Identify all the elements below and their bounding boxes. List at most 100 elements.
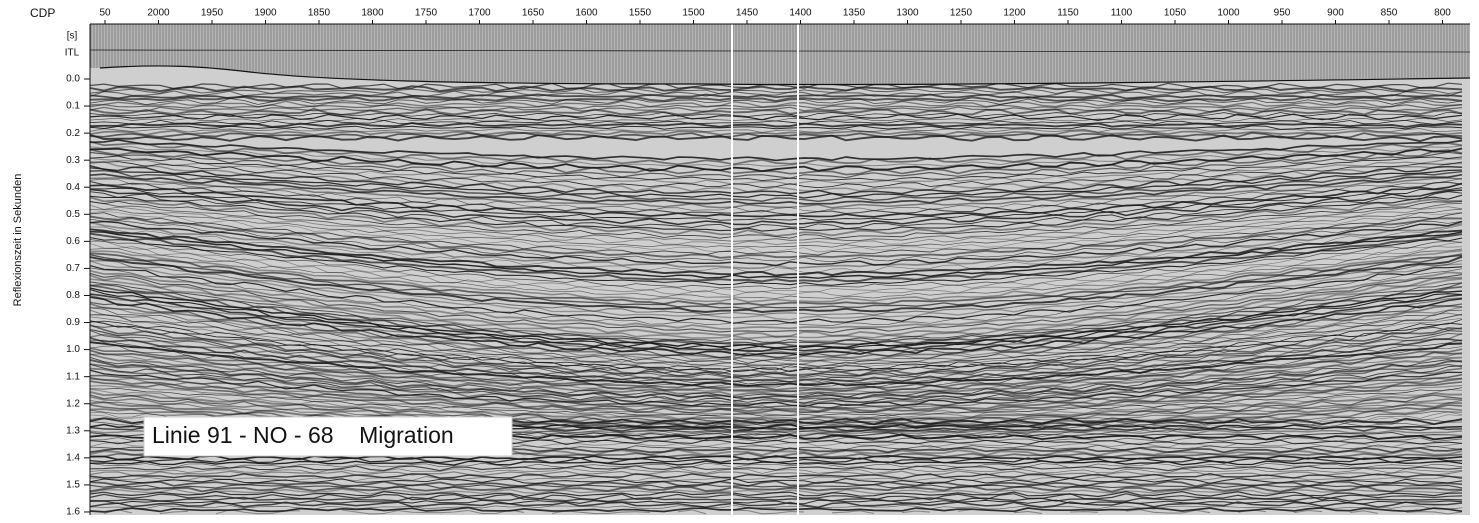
reflector: [89, 493, 1463, 501]
reflector: [89, 161, 1463, 189]
reflector: [89, 363, 1463, 404]
x-tick-label: 950: [1274, 8, 1291, 19]
reflector: [89, 122, 1463, 128]
x-tick-label: 1400: [789, 8, 812, 19]
reflector: [89, 380, 1463, 414]
reflector: [89, 224, 1463, 273]
x-tick-label: 1750: [415, 8, 438, 19]
reflector: [89, 220, 1463, 267]
y-ticks: 0.0 0.1 0.2 0.3 0.4 0.5 0.6 0.7 0.8 0.9 1.0 1.1 1.2 1…: [66, 74, 90, 518]
reflector: [89, 133, 1463, 143]
reflector: [89, 388, 1463, 421]
reflector: [89, 303, 1463, 360]
x-tick-label: 1100: [1111, 8, 1133, 19]
reflector: [89, 169, 1463, 203]
reflector: [89, 278, 1463, 340]
reflector: [89, 248, 1463, 299]
reflector: [89, 180, 1463, 215]
reflector: [89, 328, 1463, 378]
reflector: [89, 182, 1463, 218]
reflector: [89, 356, 1463, 398]
reflector: [89, 484, 1463, 489]
reflector: [89, 301, 1463, 359]
reflector: [89, 113, 1463, 122]
reflector: [89, 187, 1463, 221]
reflector: [89, 212, 1463, 256]
y-tick-label: 1.2: [66, 398, 80, 409]
reflector: [89, 107, 1463, 116]
y-tick-label: 0.0: [66, 74, 80, 85]
reflector: [89, 255, 1463, 313]
reflector: [89, 506, 1463, 513]
reflector: [89, 504, 1463, 510]
reflector: [89, 260, 1463, 321]
reflector: [89, 243, 1463, 297]
reflector: [89, 167, 1463, 199]
reflector: [89, 274, 1463, 339]
reflector: [89, 293, 1463, 352]
reflector: [89, 151, 1463, 179]
reflector: [89, 313, 1463, 367]
reflector: [89, 93, 1463, 100]
reflector: [89, 218, 1463, 263]
y-tick-label: 1.4: [66, 452, 80, 463]
reflector: [89, 404, 1463, 431]
reflector: [89, 265, 1463, 324]
reflector: [90, 454, 1463, 461]
reflector: [89, 330, 1463, 379]
reflector: [89, 391, 1463, 422]
reflector: [89, 191, 1463, 230]
reflector: [89, 194, 1463, 232]
reflector: [89, 259, 1463, 316]
reflector: [89, 316, 1463, 368]
reflector: [89, 173, 1463, 205]
x-tick-label: 1950: [201, 8, 224, 19]
reflector: [89, 470, 1463, 477]
reflector: [90, 475, 1463, 482]
reflector: [89, 496, 1463, 503]
x-tick-label: 1550: [629, 8, 652, 19]
caption: Linie 91 - NO - 68 Migration: [152, 422, 454, 448]
reflector: [89, 374, 1463, 409]
reflector: [89, 215, 1463, 259]
reflector: [89, 369, 1463, 408]
reflector: [89, 478, 1463, 485]
reflector: [89, 296, 1463, 357]
reflector: [89, 480, 1463, 488]
y-tick-label: 1.5: [66, 480, 80, 491]
reflector: [89, 363, 1463, 403]
reflector: [89, 239, 1463, 290]
reflector: [89, 103, 1463, 110]
caption-box: [143, 416, 513, 457]
reflector: [89, 399, 1463, 427]
reflector: [89, 358, 1463, 401]
y-tick-label: 0.4: [66, 182, 80, 193]
reflector: [89, 95, 1463, 103]
y-tick-label: 0.3: [66, 155, 80, 166]
x-tick-label: 800: [1434, 8, 1451, 19]
water-column: [90, 24, 1470, 85]
reflector: [89, 254, 1463, 310]
reflector: [89, 221, 1463, 270]
x-tick-label: 1500: [682, 8, 705, 19]
x-tick-label: 1300: [896, 8, 919, 19]
reflector: [89, 128, 1463, 133]
reflector: [89, 85, 1463, 93]
x-tick-label: 1350: [843, 8, 866, 19]
reflector: [89, 501, 1463, 509]
reflector: [89, 465, 1463, 472]
reflector: [89, 210, 1463, 253]
reflector: [89, 324, 1463, 377]
reflector: [89, 240, 1463, 294]
reflector: [89, 98, 1463, 106]
reflector: [89, 332, 1463, 383]
reflector: [89, 353, 1463, 397]
reflector: [89, 178, 1463, 213]
datum-label: ITL: [65, 48, 80, 59]
y-tick-label: 0.9: [66, 317, 80, 328]
reflector: [89, 129, 1463, 136]
reflector: [89, 228, 1463, 277]
y-tick-label: 0.7: [66, 263, 80, 274]
x-tick-label: 50: [99, 8, 111, 19]
